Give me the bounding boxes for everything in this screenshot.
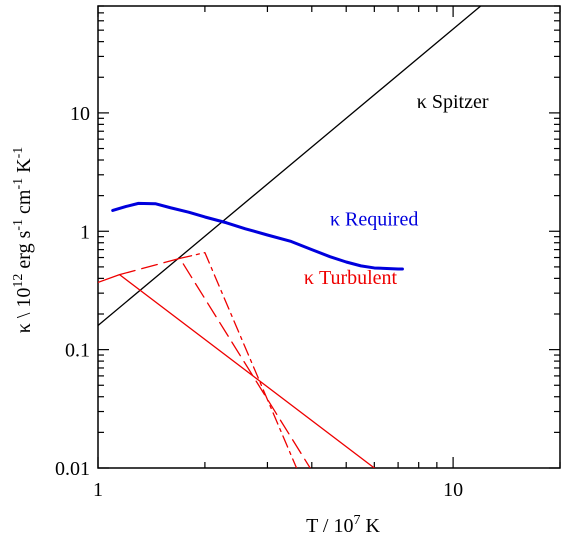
plot-frame (97, 5, 561, 469)
tick-labels: 1 10 0.01 0.1 1 10 (55, 103, 463, 501)
series-line (179, 251, 298, 468)
x-tick-label: 10 (443, 479, 463, 501)
y-tick-label: 0.01 (55, 458, 90, 480)
y-tick-label: 10 (70, 103, 90, 125)
series-annotation: κ Turbulent (304, 267, 398, 289)
series-line (118, 273, 375, 468)
x-axis-label: T / 107 K (306, 513, 380, 537)
y-axis-label: κ \ 1012 erg s-1 cm-1 K-1 (11, 147, 35, 334)
series-line (98, 6, 482, 327)
series-line (98, 273, 121, 284)
series-group (98, 6, 482, 468)
series-annotation: κ Required (330, 208, 418, 230)
series-line (118, 257, 311, 468)
y-tick-label: 0.1 (65, 340, 90, 362)
series-line (111, 201, 404, 271)
annotations: κ Spitzer κ Required κ Turbulent (304, 91, 489, 289)
y-tick-label: 1 (80, 221, 90, 243)
x-tick-label: 1 (93, 479, 103, 501)
axis-ticks (97, 5, 561, 469)
series-annotation: κ Spitzer (417, 91, 489, 113)
